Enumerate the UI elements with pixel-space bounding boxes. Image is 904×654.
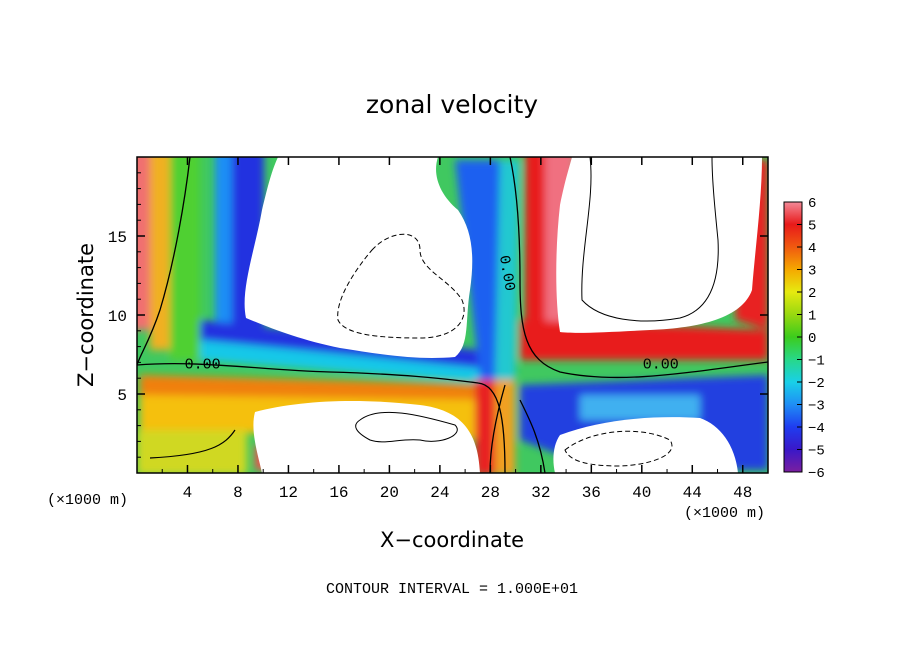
- contour-label: 0.00: [495, 254, 518, 292]
- colorbar-tick-label: −5: [808, 444, 825, 460]
- colorbar-tick-label: 0: [808, 331, 816, 347]
- colorbar-tick-label: 2: [808, 286, 816, 302]
- x-tick-label: 8: [233, 484, 243, 502]
- contour-interval-note: CONTOUR INTERVAL = 1.000E+01: [326, 581, 578, 598]
- x-axis-label: X−coordinate: [380, 528, 524, 552]
- x-unit-left: (×1000 m): [47, 492, 128, 509]
- x-tick-label: 24: [430, 484, 449, 502]
- colorbar-tick-label: 6: [808, 196, 816, 212]
- contour-label: 0.00: [185, 357, 221, 374]
- contour-lines-dashed: [337, 233, 673, 467]
- heatmap-field: [137, 157, 768, 473]
- x-tick-label: 32: [531, 484, 550, 502]
- x-tick-label: 12: [279, 484, 298, 502]
- x-tick-label: 4: [183, 484, 193, 502]
- contour-labels: 0.00 0.00 0.00: [185, 254, 679, 374]
- y-tick-label: 10: [108, 308, 127, 326]
- x-tick-label: 48: [733, 484, 752, 502]
- y-tick-label: 5: [117, 387, 127, 405]
- x-tick-label: 44: [683, 484, 702, 502]
- x-axis-ticks: 4 8 12 16 20 24 28 32 36 40 44 48: [161, 157, 752, 502]
- colorbar-tick-label: 4: [808, 241, 816, 257]
- colorbar: 6 5 4 3 2 1 0 −1 −2 −3 −4 −5 −6: [783, 196, 825, 482]
- x-tick-label: 40: [632, 484, 651, 502]
- x-tick-label: 36: [582, 484, 601, 502]
- colorbar-tick-label: 5: [808, 219, 816, 235]
- colorbar-tick-label: 3: [808, 264, 816, 280]
- x-tick-label: 16: [329, 484, 348, 502]
- colorbar-tick-label: −1: [808, 354, 825, 370]
- y-axis-label: Z−coordinate: [74, 243, 98, 387]
- colorbar-ticks: 6 5 4 3 2 1 0 −1 −2 −3 −4 −5 −6: [797, 196, 825, 482]
- contour-lines: [137, 157, 768, 473]
- x-unit-right: (×1000 m): [684, 505, 765, 522]
- y-tick-label: 15: [108, 229, 127, 247]
- colorbar-tick-label: −3: [808, 399, 825, 415]
- colorbar-tick-label: −4: [808, 421, 825, 437]
- colorbar-tick-label: −2: [808, 376, 825, 392]
- chart-title: zonal velocity: [366, 90, 538, 119]
- x-tick-label: 20: [380, 484, 399, 502]
- x-tick-label: 28: [481, 484, 500, 502]
- contour-label: 0.00: [643, 357, 679, 374]
- colorbar-tick-label: 1: [808, 309, 816, 325]
- y-axis-ticks: 5 10 15: [108, 172, 768, 458]
- colorbar-tick-label: −6: [808, 466, 825, 482]
